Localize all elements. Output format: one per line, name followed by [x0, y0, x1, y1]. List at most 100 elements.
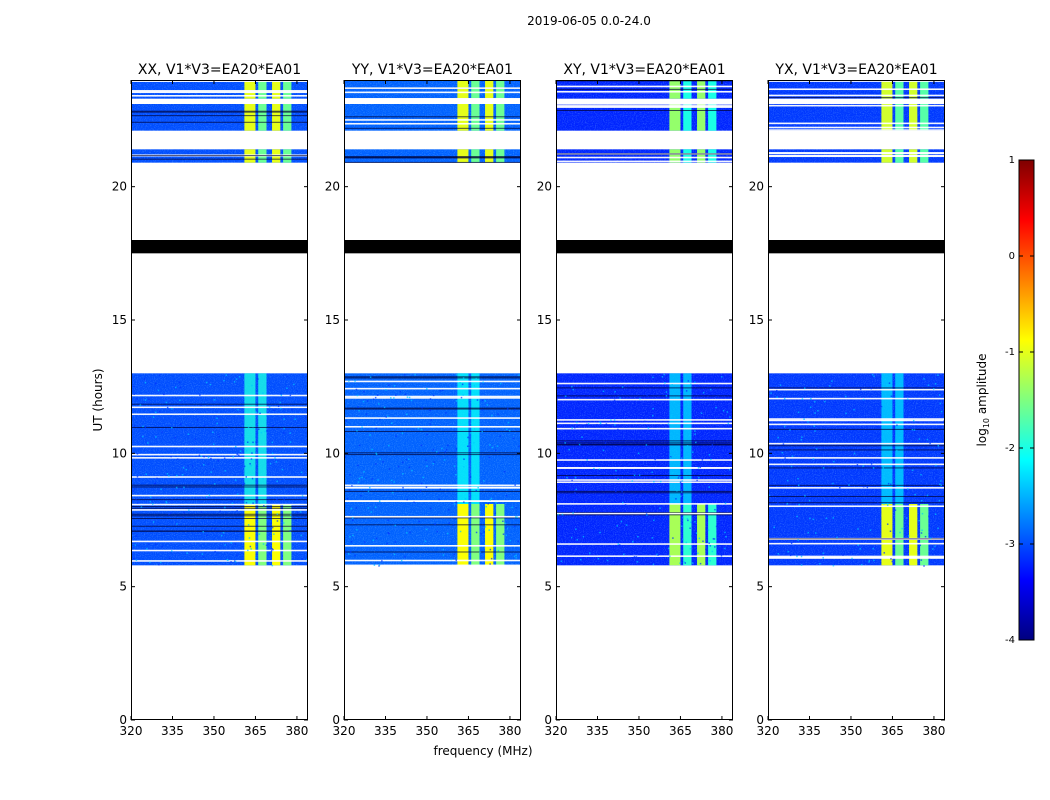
rfi-band — [457, 80, 469, 99]
x-tick-label: 350 — [416, 724, 439, 738]
x-tick-label: 380 — [285, 724, 308, 738]
x-tick-label: 320 — [757, 724, 780, 738]
rfi-band — [485, 104, 494, 131]
x-tick-label: 350 — [840, 724, 863, 738]
rfi-band — [244, 80, 256, 99]
rfi-band — [485, 80, 494, 99]
panel-2: YY, V1*V3=EA20*EA01 320 335 350 365 380 0 5 10 15… — [325, 62, 522, 738]
colorbar-tick-label: -1 — [1005, 347, 1015, 358]
panel-title: XY, V1*V3=EA20*EA01 — [563, 62, 725, 78]
x-tick-label: 335 — [374, 724, 397, 738]
x-tick-label: 365 — [244, 724, 267, 738]
x-tick-label: 365 — [457, 724, 480, 738]
rfi-band — [258, 373, 267, 504]
rfi-band — [895, 373, 904, 504]
rfi-band — [244, 504, 256, 566]
y-tick-label: 10 — [112, 446, 127, 460]
rfi-band — [457, 149, 469, 163]
rfi-band — [283, 80, 292, 99]
x-tick-label: 320 — [545, 724, 568, 738]
rfi-band — [669, 149, 681, 163]
rfi-band — [457, 373, 469, 504]
rfi-band — [471, 504, 480, 566]
rfi-band — [881, 504, 893, 566]
panel-frame — [556, 80, 733, 720]
panel-4: YX, V1*V3=EA20*EA01 320 335 350 365 380 0 5 10 15… — [749, 62, 946, 738]
rfi-band — [457, 104, 469, 131]
rfi-band — [244, 373, 256, 504]
y-tick-label: 0 — [756, 713, 764, 727]
rfi-band — [258, 504, 267, 566]
rfi-band — [669, 104, 681, 131]
panel-title: YX, V1*V3=EA20*EA01 — [774, 62, 937, 78]
panel-title: XX, V1*V3=EA20*EA01 — [138, 62, 301, 78]
colorbar: -4 -3 -2 -1 0 1 log10 amplitude — [975, 155, 1035, 646]
x-tick-label: 350 — [203, 724, 226, 738]
panel-title: YY, V1*V3=EA20*EA01 — [351, 62, 513, 78]
rfi-band — [669, 504, 681, 566]
rfi-band — [485, 149, 494, 163]
rfi-band — [244, 104, 256, 131]
x-tick-label: 350 — [628, 724, 651, 738]
x-tick-label: 365 — [669, 724, 692, 738]
x-axis-label: frequency (MHz) — [433, 744, 532, 758]
rfi-band — [895, 104, 904, 131]
x-tick-label: 335 — [586, 724, 609, 738]
y-tick-label: 0 — [119, 713, 127, 727]
x-tick-label: 335 — [798, 724, 821, 738]
rfi-band — [708, 149, 717, 163]
colorbar-tick-label: -3 — [1005, 539, 1015, 550]
rfi-band — [920, 504, 929, 566]
rfi-band — [272, 504, 281, 566]
panel-3: XY, V1*V3=EA20*EA01 320 335 350 365 380 0 5 10 15… — [537, 62, 734, 738]
y-tick-label: 20 — [325, 180, 340, 194]
y-tick-label: 15 — [112, 313, 127, 327]
y-tick-label: 5 — [119, 580, 127, 594]
rfi-band — [909, 104, 918, 131]
y-tick-label: 15 — [749, 313, 764, 327]
colorbar-gradient — [1018, 159, 1035, 641]
rfi-band — [258, 104, 267, 131]
x-tick-label: 320 — [120, 724, 143, 738]
rfi-band — [496, 104, 505, 131]
rfi-band — [283, 104, 292, 131]
rfi-band — [909, 504, 918, 566]
rfi-band — [697, 104, 706, 131]
colorbar-tick-label: 0 — [1009, 251, 1015, 262]
rfi-band — [683, 149, 692, 163]
rfi-band — [669, 373, 681, 504]
rfi-band — [485, 504, 494, 566]
rfi-band — [895, 504, 904, 566]
rfi-band — [496, 80, 505, 99]
rfi-band — [272, 104, 281, 131]
y-tick-label: 20 — [749, 180, 764, 194]
y-tick-label: 5 — [756, 580, 764, 594]
colorbar-tick-label: -4 — [1005, 635, 1015, 646]
rfi-band — [697, 149, 706, 163]
rfi-band — [457, 504, 469, 566]
x-tick-label: 380 — [710, 724, 733, 738]
panel-frame — [768, 80, 945, 720]
rfi-band — [697, 504, 706, 566]
rfi-band — [272, 80, 281, 99]
rfi-band — [920, 104, 929, 131]
rfi-band — [708, 104, 717, 131]
rfi-band — [881, 104, 893, 131]
y-tick-label: 0 — [544, 713, 552, 727]
y-tick-label: 15 — [325, 313, 340, 327]
x-tick-label: 380 — [498, 724, 521, 738]
y-tick-label: 10 — [537, 446, 552, 460]
x-tick-label: 335 — [161, 724, 184, 738]
rfi-band — [496, 149, 505, 163]
y-tick-label: 0 — [332, 713, 340, 727]
y-tick-label: 10 — [749, 446, 764, 460]
flagged-region — [131, 240, 308, 254]
rfi-band — [683, 373, 692, 504]
y-tick-label: 10 — [325, 446, 340, 460]
y-tick-label: 15 — [537, 313, 552, 327]
x-tick-label: 320 — [333, 724, 356, 738]
panel-frame — [344, 80, 521, 720]
rfi-band — [496, 504, 505, 566]
rfi-band — [471, 80, 480, 99]
